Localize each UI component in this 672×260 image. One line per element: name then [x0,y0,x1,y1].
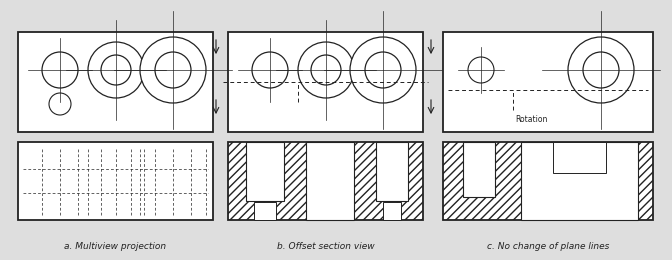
Circle shape [49,93,71,115]
Bar [18,32,213,132]
Text: b. Offset section view: b. Offset section view [277,242,374,251]
Bar [443,142,653,220]
Bar [553,142,606,173]
Bar [463,142,495,197]
Circle shape [311,55,341,85]
Bar [18,142,213,220]
Circle shape [252,52,288,88]
Text: Rotation: Rotation [515,115,548,124]
Circle shape [101,55,131,85]
Bar [376,142,408,200]
Circle shape [298,42,354,98]
Bar [246,142,284,200]
Bar [306,142,354,220]
Bar [443,32,653,132]
Circle shape [365,52,401,88]
Text: c. No change of plane lines: c. No change of plane lines [487,242,610,251]
Circle shape [140,37,206,103]
Bar [383,203,401,220]
Circle shape [583,52,619,88]
Bar [228,142,423,220]
Bar [254,203,276,220]
Circle shape [350,37,416,103]
Circle shape [568,37,634,103]
Text: a. Multiview projection: a. Multiview projection [65,242,167,251]
Circle shape [155,52,191,88]
Bar [521,142,638,220]
Bar [228,32,423,132]
Circle shape [42,52,78,88]
Circle shape [88,42,144,98]
Circle shape [468,57,494,83]
